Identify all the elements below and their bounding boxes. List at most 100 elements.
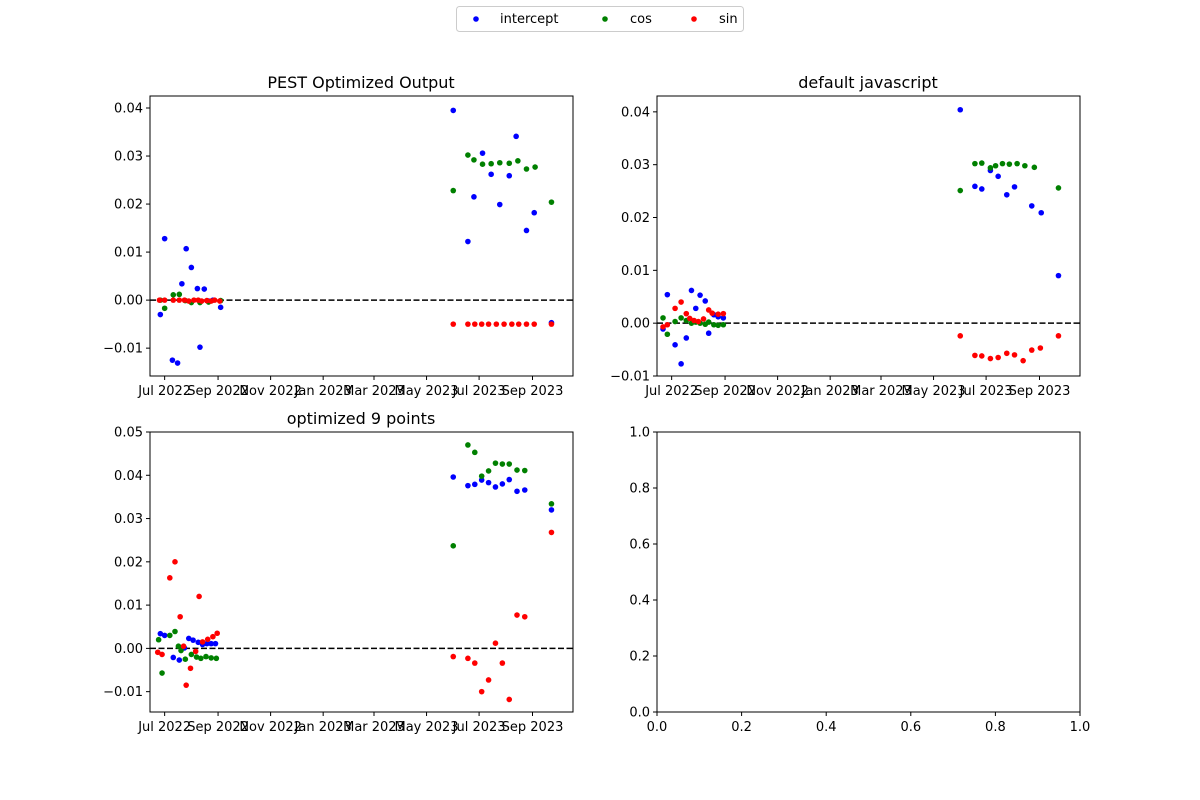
sin-point <box>664 321 671 328</box>
cos-point <box>548 501 555 507</box>
sin-point <box>187 665 194 672</box>
x-tick-label: Sep 2023 <box>1009 384 1071 399</box>
x-tick-label: May 2023 <box>901 384 965 399</box>
cos-point <box>203 653 209 660</box>
y-tick-label: 0.2 <box>629 650 650 665</box>
sin-point <box>1028 347 1035 353</box>
intercept-point <box>485 479 492 486</box>
intercept-point <box>465 482 471 489</box>
legend-entry-cos: cos <box>602 12 652 27</box>
sin-point <box>210 633 216 640</box>
cos-point <box>188 651 195 658</box>
sin-point <box>211 297 218 303</box>
intercept-point <box>217 304 224 311</box>
legend-marker-cos <box>602 16 608 22</box>
y-tick-label: 0.03 <box>621 158 650 173</box>
sin-point <box>196 593 202 600</box>
cos-point <box>178 647 184 654</box>
sin-point <box>678 299 684 305</box>
cos-point <box>1055 185 1062 191</box>
x-tick-label: 1.0 <box>1070 720 1091 735</box>
cos-point <box>664 331 671 338</box>
y-tick-label: 0.0 <box>629 706 650 721</box>
sin-point <box>185 298 192 304</box>
y-tick-label: 0.04 <box>114 469 143 484</box>
cos-point <box>678 315 684 321</box>
y-tick-label: 0.00 <box>114 294 143 309</box>
sin-point <box>521 613 528 620</box>
y-tick-label: 0.6 <box>629 538 650 553</box>
x-tick-label: 0.8 <box>985 720 1006 735</box>
x-tick-label: 0.6 <box>900 720 921 735</box>
sin-point <box>531 321 538 327</box>
cos-point <box>532 164 538 170</box>
x-tick-label: Jul 2022 <box>137 720 191 735</box>
intercept-point <box>471 194 477 200</box>
intercept-point <box>1055 272 1062 279</box>
cos-point <box>465 152 471 158</box>
sin-point <box>191 297 197 303</box>
sin-point <box>485 321 492 327</box>
sin-point <box>501 321 507 327</box>
intercept-point <box>157 630 164 637</box>
intercept-point <box>957 106 964 113</box>
sin-point <box>478 321 485 327</box>
intercept-point <box>548 507 555 513</box>
x-tick-label: 0.0 <box>647 720 668 735</box>
sin-point <box>170 297 177 303</box>
y-tick-label: 0.02 <box>114 555 143 570</box>
sin-point <box>660 324 666 330</box>
sin-point <box>1055 333 1062 339</box>
cos-point <box>182 656 189 662</box>
x-tick-label: Sep 2023 <box>502 384 564 399</box>
x-tick-label: Nov 2022 <box>746 384 809 399</box>
sin-point <box>161 297 168 303</box>
intercept-point <box>972 183 978 190</box>
cos-point <box>496 159 503 166</box>
sin-point <box>506 696 513 703</box>
legend-label-cos: cos <box>630 12 652 27</box>
sin-point <box>715 311 721 317</box>
cos-point <box>499 461 506 467</box>
sin-point <box>204 636 211 643</box>
legend-label-intercept: intercept <box>500 12 559 27</box>
intercept-point <box>683 335 690 341</box>
intercept-point <box>531 209 538 216</box>
sin-point <box>465 321 471 327</box>
y-tick-label: 0.01 <box>114 246 143 261</box>
intercept-point <box>506 476 513 483</box>
legend-marker-sin <box>691 16 697 22</box>
x-tick-label: Jul 2022 <box>644 384 698 399</box>
y-tick-label: 0.02 <box>621 211 650 226</box>
intercept-point <box>188 264 195 271</box>
cos-point <box>167 632 173 639</box>
intercept-point <box>478 477 485 483</box>
intercept-point <box>161 235 168 242</box>
intercept-point <box>499 481 506 487</box>
intercept-point <box>208 640 214 647</box>
sin-point <box>183 682 189 688</box>
y-tick-label: 0.8 <box>629 482 650 497</box>
legend-box <box>456 6 744 32</box>
sin-point <box>700 316 707 322</box>
y-tick-label: 0.01 <box>114 599 143 614</box>
intercept-point <box>204 640 210 647</box>
cos-point <box>1031 164 1038 171</box>
x-tick-label: Jul 2023 <box>959 384 1013 399</box>
cos-point <box>992 162 999 169</box>
sin-point <box>691 317 697 324</box>
x-tick-label: Sep 2023 <box>502 720 564 735</box>
y-tick-label: 0.4 <box>629 594 650 609</box>
y-tick-label: −0.01 <box>103 685 143 700</box>
cos-point <box>506 160 513 167</box>
sin-point <box>972 352 978 359</box>
intercept-point <box>179 280 185 287</box>
cos-point <box>548 199 555 205</box>
y-tick-label: 0.00 <box>621 317 650 332</box>
sin-point <box>686 315 693 322</box>
sin-point <box>471 321 478 327</box>
intercept-point <box>513 133 519 140</box>
intercept-point <box>479 150 486 156</box>
